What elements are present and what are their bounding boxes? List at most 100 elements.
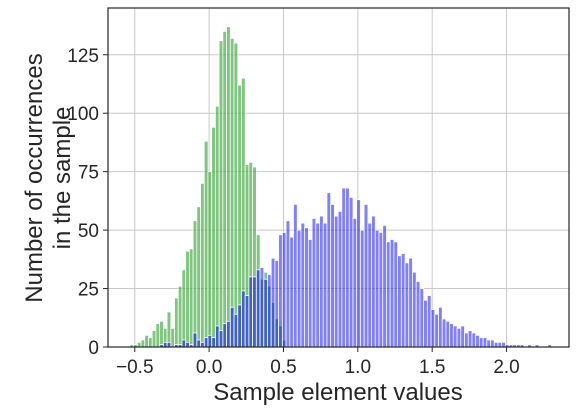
histogram-bar bbox=[330, 203, 335, 348]
histogram-bar bbox=[181, 339, 187, 348]
histogram-bar bbox=[281, 232, 287, 348]
histogram-bar bbox=[464, 332, 469, 348]
histogram-bar bbox=[419, 288, 425, 348]
histogram-bar bbox=[263, 278, 268, 348]
histogram-bar bbox=[185, 250, 190, 348]
histogram-bar bbox=[393, 241, 399, 348]
histogram-bar bbox=[241, 290, 246, 348]
x-tick-label: 0.5 bbox=[270, 357, 296, 378]
histogram-bar bbox=[367, 222, 373, 348]
histogram-bar bbox=[311, 218, 317, 348]
x-tick-label: 2.0 bbox=[493, 357, 519, 378]
histogram-bar bbox=[293, 203, 298, 348]
histogram-bar bbox=[415, 281, 421, 348]
histogram-bar bbox=[200, 341, 205, 348]
histogram-bar bbox=[341, 187, 346, 348]
histogram-bar bbox=[196, 206, 202, 348]
histogram-bar bbox=[497, 341, 503, 348]
histogram-bar bbox=[445, 320, 451, 348]
histogram-bar bbox=[501, 341, 506, 348]
histogram-bar bbox=[222, 323, 228, 348]
histogram-bar bbox=[233, 313, 239, 348]
histogram-bar bbox=[363, 203, 369, 348]
histogram-bar bbox=[467, 330, 473, 348]
plot-frame bbox=[107, 7, 570, 348]
histogram-bar bbox=[177, 285, 183, 348]
histogram-bar bbox=[207, 171, 213, 348]
histogram-bar bbox=[475, 334, 480, 348]
histogram-bar bbox=[478, 337, 484, 348]
histogram-bar bbox=[319, 215, 324, 348]
histogram-bar bbox=[482, 337, 488, 348]
x-tick-label: 1.0 bbox=[345, 357, 371, 378]
histogram-bar bbox=[215, 325, 220, 348]
y-tick-label: 100 bbox=[67, 104, 99, 125]
x-axis-label: Sample element values bbox=[213, 379, 462, 406]
histogram-bar bbox=[452, 325, 458, 348]
histogram-bar bbox=[248, 276, 254, 348]
histogram-bar bbox=[218, 40, 224, 348]
histogram-bar bbox=[162, 341, 168, 348]
histogram-bar bbox=[300, 222, 306, 348]
histogram-bar bbox=[382, 225, 387, 348]
histogram-bar bbox=[356, 199, 361, 348]
histogram-bar bbox=[345, 187, 350, 348]
y-axis-label-line-2: in the sample bbox=[49, 107, 76, 250]
histogram-bar bbox=[155, 323, 161, 348]
histogram-bar bbox=[378, 232, 384, 348]
histogram-bar bbox=[174, 297, 179, 348]
histogram-bar bbox=[412, 271, 417, 348]
histogram-bar bbox=[267, 274, 272, 348]
histogram-bar bbox=[215, 105, 220, 348]
histogram-bar bbox=[274, 260, 280, 348]
histogram-bar bbox=[255, 269, 261, 348]
y-tick-label: 0 bbox=[88, 338, 99, 359]
histogram-bar bbox=[148, 337, 153, 348]
histogram-bar bbox=[322, 222, 328, 348]
histogram-bar bbox=[166, 341, 172, 348]
y-axis-label-line-1: Number of occurrences bbox=[21, 53, 48, 302]
histogram-bar bbox=[226, 26, 231, 348]
y-axis-label: Number of occurrences in the sample bbox=[21, 53, 76, 302]
histogram-bar bbox=[389, 239, 395, 348]
histogram-bar bbox=[285, 220, 291, 348]
histogram-bar bbox=[229, 37, 235, 348]
histogram-bar bbox=[441, 318, 447, 348]
histogram-bar bbox=[192, 220, 198, 348]
histogram-bar bbox=[426, 295, 432, 348]
histogram-bar bbox=[222, 30, 228, 348]
histogram-bar bbox=[140, 339, 146, 348]
y-tick-label: 25 bbox=[78, 280, 99, 301]
histogram-bar bbox=[207, 334, 213, 348]
histogram-bar bbox=[337, 210, 343, 348]
histogram-bar bbox=[374, 229, 380, 348]
histogram-bar bbox=[493, 341, 499, 348]
histogram-bar bbox=[471, 332, 477, 348]
y-tick-label: 75 bbox=[78, 163, 99, 184]
histogram-bar bbox=[200, 182, 205, 348]
histogram-bar bbox=[423, 299, 428, 348]
y-tick-label: 50 bbox=[78, 221, 99, 242]
y-tick-label: 125 bbox=[67, 46, 99, 67]
histogram-bar bbox=[188, 248, 194, 348]
histogram-bar bbox=[404, 262, 410, 348]
x-tick-label: −0.5 bbox=[116, 357, 154, 378]
histogram-bar bbox=[192, 332, 198, 348]
histogram-bar bbox=[252, 276, 257, 348]
histogram-bar bbox=[270, 257, 276, 348]
y-axis-ticks: 0 25 50 75 100 125 bbox=[67, 46, 108, 359]
histogram-bar bbox=[226, 320, 231, 348]
histogram-bar bbox=[460, 325, 465, 348]
histogram-bar bbox=[229, 306, 235, 348]
histogram-bar bbox=[170, 327, 175, 348]
histogram-bar bbox=[386, 241, 391, 348]
histogram-bar bbox=[456, 327, 462, 348]
histogram-bar bbox=[326, 192, 332, 348]
histogram-bar bbox=[233, 42, 239, 348]
histogram-bar bbox=[218, 330, 224, 348]
histogram-bar bbox=[486, 339, 491, 348]
histogram-bar bbox=[304, 227, 309, 348]
histogram-bar bbox=[371, 215, 376, 348]
histogram-bar bbox=[278, 234, 283, 348]
